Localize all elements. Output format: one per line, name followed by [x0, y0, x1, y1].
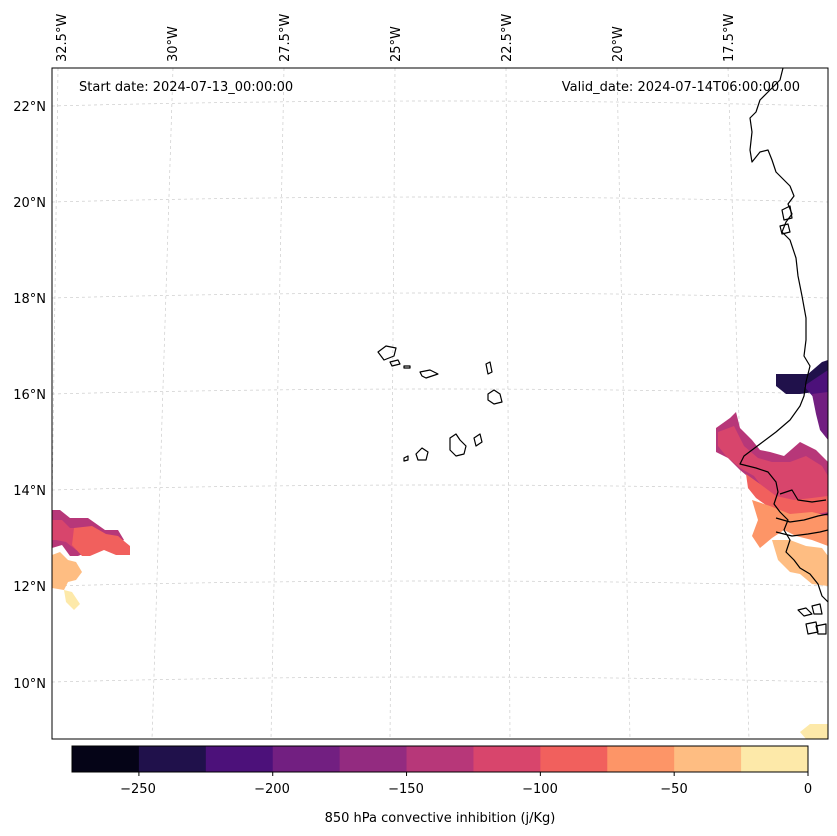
- colorbar-swatches: [72, 746, 809, 772]
- colorbar-outline: [71, 745, 809, 773]
- colorbar-swatch-2: [205, 746, 274, 772]
- arguin-islands: [779, 205, 793, 235]
- meridian-gridlines: [52, 68, 750, 739]
- valid-date-label: Valid_date: 2024-07-14T06:00:00.00: [562, 80, 800, 95]
- map-panel: [52, 68, 828, 739]
- casamance-inlet: [775, 529, 828, 537]
- cb-label-neg100: −100: [522, 782, 558, 797]
- island-boa-vista: [487, 389, 503, 405]
- island-sao-vicente: [389, 359, 401, 367]
- colorbar-swatch-10: [741, 746, 809, 772]
- lon-label-25w: 25°W: [389, 26, 404, 62]
- lat-label-16n: 16°N: [13, 388, 46, 403]
- lon-label-30w: 30°W: [166, 26, 181, 62]
- lat-label-18n: 18°N: [13, 292, 46, 307]
- lon-label-17-5w: 17.5°W: [722, 14, 737, 62]
- island-santo-antao: [377, 345, 397, 361]
- colorbar-swatch-9: [674, 746, 742, 772]
- lon-label-22-5w: 22.5°W: [500, 14, 515, 62]
- cin-patch-north-violet: [812, 392, 828, 440]
- lat-label-10n: 10°N: [13, 677, 46, 692]
- colorbar-swatch-1: [138, 746, 207, 772]
- lon-label-20w: 20°W: [611, 26, 626, 62]
- colorbar-swatch-5: [406, 746, 474, 772]
- latitude-labels: 22°N 20°N 18°N 16°N 14°N 12°N 10°N: [13, 100, 46, 692]
- colorbar-swatch-6: [473, 746, 541, 772]
- lon-label-32-5w: 32.5°W: [55, 14, 70, 62]
- island-brava: [403, 455, 409, 462]
- cin-patch-west-peach: [52, 552, 82, 590]
- cin-patch-east-orange: [746, 474, 828, 518]
- cin-patch-north-purple: [804, 370, 828, 398]
- lat-label-20n: 20°N: [13, 196, 46, 211]
- bijagos-islands: [797, 603, 827, 635]
- gambia-inlet: [775, 513, 828, 523]
- cb-label-neg200: −200: [254, 782, 290, 797]
- cin-contour-fills: [52, 360, 828, 739]
- island-maio: [473, 433, 483, 447]
- island-santiago: [449, 433, 467, 457]
- colorbar-ticks: [138, 772, 809, 776]
- coastlines: [377, 68, 828, 635]
- island-sal: [485, 361, 493, 375]
- african-coastline: [739, 68, 828, 603]
- senegal-border: [779, 489, 827, 503]
- lat-label-14n: 14°N: [13, 484, 46, 499]
- cin-patch-west-pale: [64, 590, 80, 610]
- longitude-labels: 32.5°W 30°W 27.5°W 25°W 22.5°W 20°W 17.5…: [55, 14, 737, 62]
- cin-patch-east-salmon: [752, 500, 828, 548]
- cb-label-0: 0: [804, 782, 812, 797]
- island-sao-nicolau: [419, 369, 439, 379]
- colorbar-title: 850 hPa convective inhibition (j/Kg): [325, 811, 556, 826]
- colorbar-swatch-7: [540, 746, 608, 772]
- colorbar-tick-labels: −250 −200 −150 −100 −50 0: [120, 782, 812, 797]
- colorbar-swatch-0: [72, 746, 140, 772]
- cin-patch-east-mid: [718, 426, 828, 512]
- cb-label-neg150: −150: [388, 782, 424, 797]
- map-frame: [51, 67, 829, 740]
- island-santa-luzia: [403, 365, 411, 369]
- lat-label-12n: 12°N: [13, 580, 46, 595]
- lon-label-27-5w: 27.5°W: [278, 14, 293, 62]
- cin-patch-west-orange: [72, 526, 130, 556]
- lat-label-22n: 22°N: [13, 100, 46, 115]
- cb-label-neg50: −50: [660, 782, 687, 797]
- cin-patch-southeast: [800, 724, 828, 739]
- colorbar-swatch-8: [607, 746, 675, 772]
- island-fogo: [415, 447, 429, 461]
- colorbar-swatch-4: [339, 746, 408, 772]
- parallel-gridlines: [52, 100, 828, 683]
- colorbar-swatch-3: [272, 746, 341, 772]
- start-date-label: Start date: 2024-07-13_00:00:00: [79, 80, 293, 95]
- cb-label-neg250: −250: [120, 782, 156, 797]
- colorbar: −250 −200 −150 −100 −50 0 850 hPa convec…: [71, 745, 812, 826]
